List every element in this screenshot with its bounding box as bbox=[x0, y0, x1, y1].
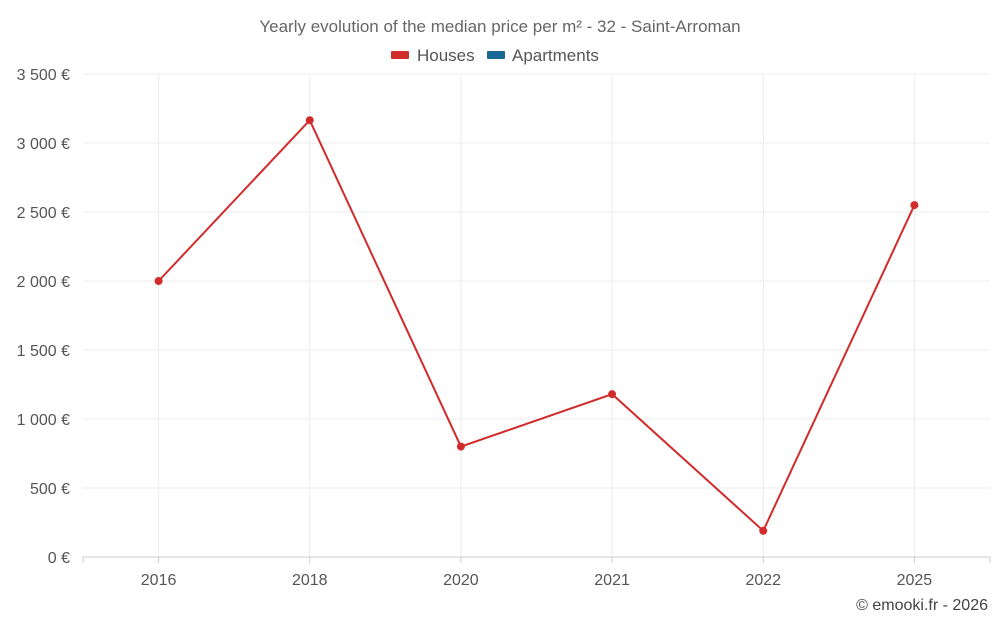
x-tick-label: 2022 bbox=[745, 572, 781, 589]
legend-swatch-houses bbox=[391, 51, 409, 59]
credit-text: © emooki.fr - 2026 bbox=[856, 597, 988, 614]
data-point-houses[interactable] bbox=[305, 116, 314, 125]
data-point-houses[interactable] bbox=[608, 390, 617, 399]
data-point-houses[interactable] bbox=[910, 201, 919, 210]
x-axis-labels: 2016 2018 2020 2021 2022 2025 bbox=[141, 572, 933, 589]
x-tick-label: 2018 bbox=[292, 572, 328, 589]
y-tick-label: 2 500 € bbox=[17, 205, 70, 222]
y-tick-label: 1 000 € bbox=[17, 412, 70, 429]
data-point-houses[interactable] bbox=[456, 442, 465, 451]
y-tick-label: 1 500 € bbox=[17, 343, 70, 360]
legend-label-houses: Houses bbox=[417, 46, 475, 65]
legend-label-apartments: Apartments bbox=[512, 46, 599, 65]
y-tick-label: 3 000 € bbox=[17, 136, 70, 153]
y-tick-label: 0 € bbox=[48, 550, 70, 567]
data-point-houses[interactable] bbox=[759, 526, 768, 535]
series-houses bbox=[154, 116, 919, 535]
legend-item-houses[interactable]: Houses bbox=[391, 46, 475, 65]
y-axis-labels: 0 € 500 € 1 000 € 1 500 € 2 000 € 2 500 € 3 00… bbox=[17, 67, 70, 567]
x-tick-label: 2020 bbox=[443, 572, 479, 589]
x-tick-label: 2016 bbox=[141, 572, 177, 589]
series-line-houses bbox=[157, 118, 916, 533]
x-tick-label: 2021 bbox=[594, 572, 630, 589]
y-tick-label: 500 € bbox=[30, 481, 70, 498]
x-tick-label: 2025 bbox=[897, 572, 933, 589]
legend: Houses Apartments bbox=[391, 46, 599, 65]
legend-swatch-apartments bbox=[487, 51, 505, 59]
data-point-houses[interactable] bbox=[154, 277, 163, 285]
y-tick-label: 2 000 € bbox=[17, 274, 70, 291]
grid bbox=[82, 73, 991, 563]
y-tick-label: 3 500 € bbox=[17, 67, 70, 84]
legend-item-apartments[interactable]: Apartments bbox=[487, 46, 599, 65]
chart-title: Yearly evolution of the median price per… bbox=[259, 17, 740, 36]
